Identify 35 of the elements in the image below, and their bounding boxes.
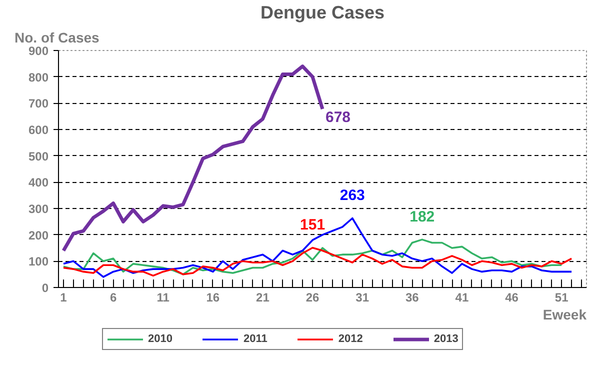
legend-label: 2013 (434, 333, 458, 345)
y-tick-label: 500 (28, 149, 49, 164)
y-tick-label: 100 (28, 254, 49, 269)
x-tick-label: 36 (405, 290, 420, 304)
line-series (62, 246, 572, 277)
y-tick-label: 200 (28, 228, 49, 242)
data-label: 151 (300, 216, 326, 234)
legend-label: 2010 (148, 333, 172, 345)
x-tick-label: 51 (554, 290, 569, 304)
legend-label: 2011 (243, 333, 268, 345)
y-tick-label: 300 (28, 202, 49, 216)
x-tick-label: 26 (306, 290, 320, 304)
data-label: 182 (410, 208, 435, 226)
x-tick-label: 6 (110, 290, 117, 304)
x-tick-label: 1 (60, 290, 68, 304)
data-label: 263 (340, 187, 365, 204)
x-tick-label: 21 (256, 290, 270, 304)
y-tick-label: 700 (28, 96, 49, 111)
y-tick-label: 900 (28, 44, 49, 58)
x-tick-label: 16 (206, 290, 220, 304)
y-tick-label: 800 (28, 70, 49, 84)
x-tick-label: 41 (455, 290, 469, 304)
y-axis-title: No. of Cases (14, 30, 100, 46)
y-tick-label: 400 (28, 176, 49, 190)
x-tick-label: 31 (356, 290, 370, 304)
data-label: 678 (326, 108, 351, 126)
x-tick-label: 46 (505, 290, 519, 304)
y-tick-label: 600 (28, 123, 49, 137)
x-tick-label: 11 (156, 290, 170, 304)
line-series (62, 238, 562, 276)
chart-title: Dengue Cases (260, 2, 385, 22)
x-axis-title: Eweek (542, 306, 587, 322)
legend-label: 2012 (338, 333, 363, 345)
line-series (62, 64, 324, 252)
y-tick-label: 0 (42, 281, 49, 295)
